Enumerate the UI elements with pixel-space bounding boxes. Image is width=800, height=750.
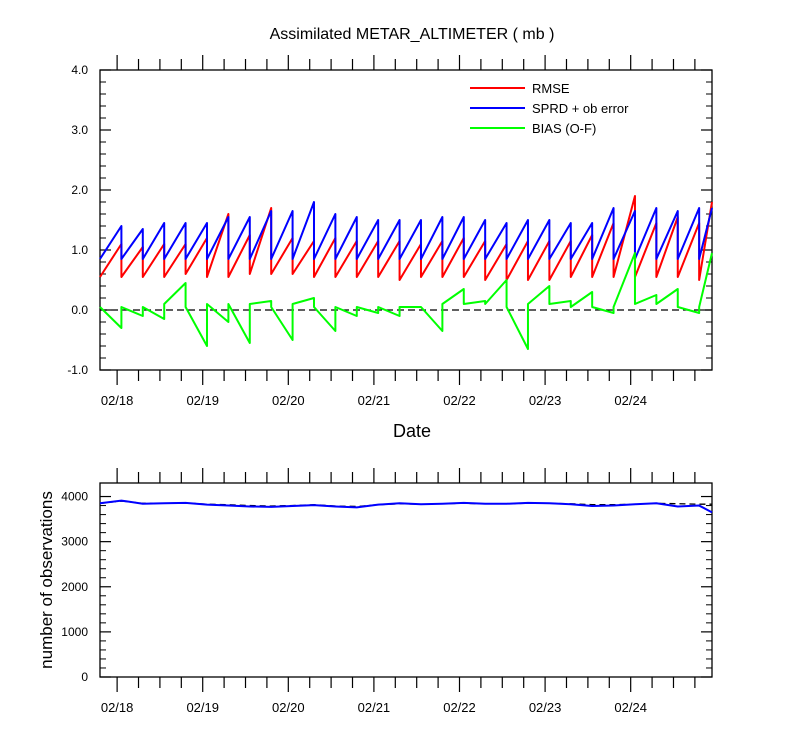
bottom-chart: 0 1000 2000 3000 4000 02/18 02/19 02/20 02/21 02/… [37,468,713,715]
y-tick-label: 3.0 [71,123,88,137]
sprd-ob-error-line [99,201,713,260]
x-tick-label: 02/21 [358,700,391,715]
x-tick-label: 02/19 [186,700,219,715]
y-tick-label: 2.0 [71,183,88,197]
y-tick-label: 0.0 [71,303,88,317]
y-tick-label: 3000 [61,535,88,549]
chart-title: Assimilated METAR_ALTIMETER ( mb ) [270,26,555,43]
top-tick-labels: -1.0 0.0 1.0 2.0 3.0 4.0 02/18 02/19 02/20 02/21 0… [67,63,647,408]
x-tick-label: 02/20 [272,393,305,408]
x-tick-label: 02/19 [186,393,219,408]
top-x-axis-label: Date [393,421,431,441]
x-tick-label: 02/24 [614,700,647,715]
bottom-series-group [99,499,713,514]
x-tick-label: 02/18 [101,700,134,715]
x-tick-label: 02/22 [443,700,476,715]
top-axis-ticks [100,55,712,385]
y-tick-label: 2000 [61,580,88,594]
y-tick-label: 4000 [61,490,88,504]
legend: RMSE SPRD + ob error BIAS (O-F) [470,81,629,136]
y-tick-label: 4.0 [71,63,88,77]
x-tick-label: 02/23 [529,393,562,408]
legend-label: RMSE [532,81,570,96]
bias-o-f-line [99,252,713,350]
rmse-line [99,195,713,281]
series-1-line [99,499,713,514]
x-tick-label: 02/18 [101,393,134,408]
y-tick-label: 1000 [61,625,88,639]
y-tick-label: -1.0 [67,363,88,377]
y-tick-label: 1.0 [71,243,88,257]
x-tick-label: 02/21 [358,393,391,408]
x-tick-label: 02/23 [529,700,562,715]
y-tick-label: 0 [81,670,88,684]
top-series-group [99,195,713,350]
bottom-y-axis-label: number of observations [37,491,56,669]
x-tick-label: 02/22 [443,393,476,408]
legend-label: BIAS (O-F) [532,121,596,136]
bottom-tick-labels: 0 1000 2000 3000 4000 02/18 02/19 02/20 02/21 02/… [61,490,647,715]
top-chart: Assimilated METAR_ALTIMETER ( mb ) -1.0 0… [67,26,713,441]
x-tick-label: 02/24 [614,393,647,408]
bottom-axis-ticks [100,468,712,692]
top-plot-frame [99,69,713,371]
bottom-plot-frame [99,482,713,678]
x-tick-label: 02/20 [272,700,305,715]
legend-label: SPRD + ob error [532,101,629,116]
